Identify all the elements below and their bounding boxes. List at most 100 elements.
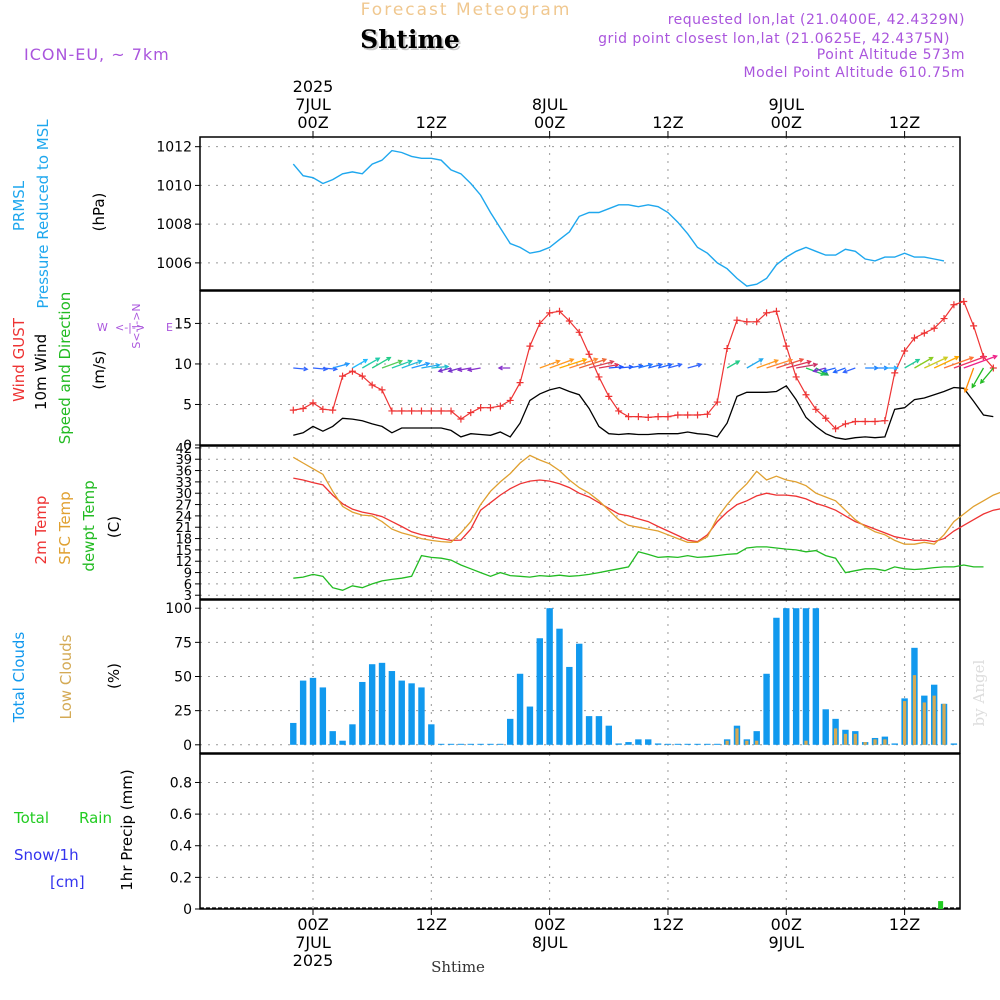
y-tick-label: 0 — [183, 902, 192, 918]
total-cloud-bar — [516, 673, 524, 745]
low-cloud-bar — [725, 740, 729, 745]
y-tick-label: 50 — [174, 670, 192, 686]
total-cloud-bar — [368, 664, 376, 745]
total-cloud-bar — [773, 617, 780, 745]
gust-marker — [378, 386, 386, 394]
y-tick-label: 75 — [174, 635, 192, 651]
gust-marker — [575, 328, 583, 336]
total-cloud-bar — [457, 743, 465, 745]
y-tick-label: 10 — [174, 357, 192, 373]
gust-marker — [684, 411, 692, 419]
gust-marker — [299, 405, 307, 413]
y-tick-label: 0.8 — [170, 775, 192, 791]
total-cloud-bar — [329, 731, 336, 745]
cloud-label-group: Total Clouds Low Clouds (%) — [10, 632, 123, 724]
y-tick-label: 39 — [175, 453, 192, 468]
gust-marker — [920, 329, 928, 337]
top-tick-label: 00Z — [297, 113, 328, 132]
pressure-panel: 1006 1008 1010 1012 — [156, 136, 961, 291]
total-cloud-bar — [625, 742, 632, 745]
compass-east: E — [166, 321, 173, 334]
wind-gust-label: Wind GUST — [10, 317, 28, 402]
gust-marker — [565, 317, 573, 325]
y-tick-label: 27 — [175, 499, 192, 514]
gust-marker — [536, 319, 544, 327]
compass-vertical: S<-|->N — [130, 303, 143, 348]
wind-direction-arrow — [766, 358, 794, 369]
gust-marker — [713, 398, 721, 406]
gust-marker — [309, 399, 317, 407]
total-cloud-bar — [891, 743, 898, 745]
low-cloud-bar — [853, 733, 857, 745]
top-tick-label: 12Z — [416, 113, 447, 132]
wind-direction-arrow — [822, 367, 836, 373]
y-tick-label: 12 — [175, 555, 192, 570]
total-cloud-bar — [388, 671, 396, 745]
gust-marker — [703, 410, 711, 418]
y-tick-label: 100 — [165, 601, 192, 617]
rain-bar — [938, 901, 944, 909]
total-cloud-bar — [546, 608, 553, 745]
gust-marker — [881, 417, 889, 425]
gust-marker — [910, 334, 918, 342]
bottom-tick-label: 12Z — [889, 915, 920, 934]
gust-marker — [526, 342, 534, 350]
wind-direction-arrow — [756, 359, 780, 369]
gust-marker — [447, 407, 455, 415]
gust-marker — [891, 369, 899, 377]
wind-10m-label: 10m Wind — [32, 334, 50, 410]
gust-marker — [664, 413, 672, 421]
y-tick-label: 5 — [183, 397, 192, 413]
bottom-tick-label: 8JUL — [532, 933, 568, 952]
top-tick-label: 2025 — [293, 77, 334, 96]
gust-marker — [822, 414, 830, 422]
total-cloud-bar — [664, 743, 672, 745]
pressure-line — [292, 149, 945, 287]
legend-total: Total — [13, 809, 49, 827]
location-title: Shtime — [360, 25, 460, 54]
gust-marker — [634, 413, 642, 421]
total-cloud-bar — [645, 739, 652, 745]
top-tick-label: 00Z — [534, 113, 565, 132]
wind-direction-arrow — [884, 365, 899, 371]
wind-unit: (m/s) — [90, 350, 108, 389]
bottom-tick-label: 12Z — [652, 915, 683, 934]
wind-direction-arrow — [638, 362, 654, 369]
model-point-altitude: Model Point Altitude 610.75m — [744, 65, 965, 81]
gust-marker — [930, 324, 938, 332]
location-title-shadow: Shtime — [362, 27, 462, 56]
gust-marker — [743, 318, 751, 326]
legend-rain: Rain — [79, 809, 112, 827]
pressure-label-group: PRMSL Pressure Reduced to MSL (hPa) — [10, 119, 108, 309]
gust-marker — [644, 413, 652, 421]
point-altitude: Point Altitude 573m — [817, 47, 965, 63]
y-tick-label: 1012 — [156, 140, 192, 156]
gust-marker — [477, 404, 485, 412]
gust-marker — [940, 315, 948, 323]
total-cloud-bar — [792, 608, 800, 745]
wind-direction-arrow — [667, 362, 683, 369]
compass-west: W — [97, 321, 108, 334]
wind-direction-arrow — [598, 362, 620, 369]
total-cloud-bar — [378, 662, 386, 745]
gust-marker — [546, 309, 554, 317]
low-cloud-bar — [912, 675, 917, 745]
low-cloud-bar — [755, 740, 759, 745]
wind-direction-arrow — [411, 361, 431, 369]
product-title: Forecast Meteogram — [361, 0, 572, 20]
wind-direction-arrow — [391, 359, 413, 369]
wind-direction-arrow — [431, 364, 450, 370]
y-tick-label: 36 — [175, 465, 192, 480]
gust-marker — [467, 409, 475, 417]
grid-point-coords: grid point closest lon,lat (21.0625E, 42… — [598, 31, 950, 47]
wind-direction-arrow — [842, 367, 856, 374]
gust-marker — [486, 404, 494, 412]
wind-direction-arrow — [904, 358, 921, 369]
y-tick-label: 21 — [175, 521, 192, 536]
pressure-label-1: PRMSL — [10, 180, 28, 231]
wind-direction-arrow — [466, 367, 481, 373]
temp-unit: (C) — [105, 516, 123, 538]
total-cloud-bar — [487, 743, 494, 745]
wind-panel: 0 5 10 15 — [174, 290, 998, 454]
wind-direction-arrow — [421, 362, 441, 369]
